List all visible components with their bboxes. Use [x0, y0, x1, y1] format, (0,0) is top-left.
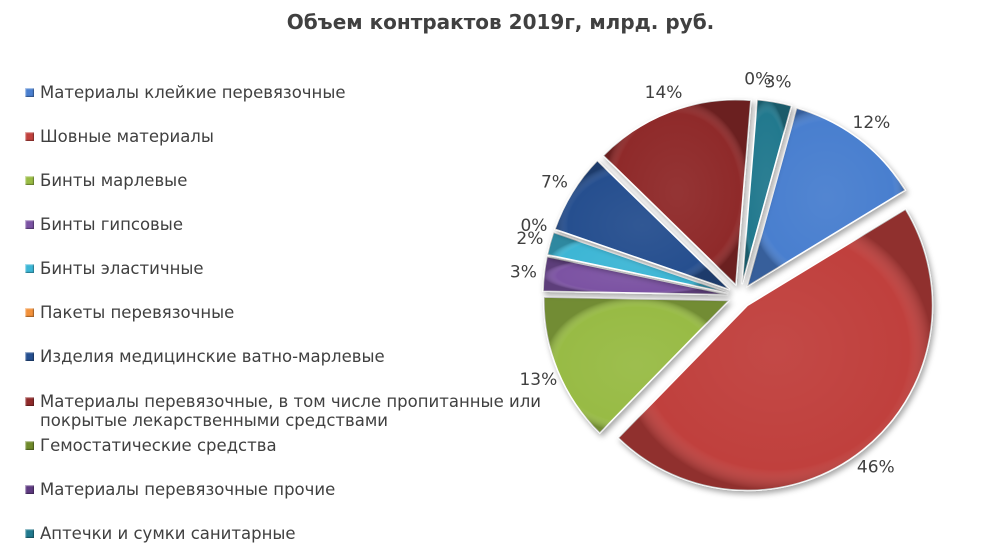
legend-item: Аптечки и сумки санитарные: [25, 524, 296, 543]
pie-slice: [546, 231, 729, 294]
legend-item: Бинты марлевые: [25, 171, 187, 190]
data-label: 13%: [519, 370, 557, 390]
legend-label: Бинты марлевые: [40, 171, 188, 190]
legend-label: Материалы клейкие перевязочные: [40, 83, 346, 102]
legend-label: Гемостатические средства: [40, 436, 277, 455]
data-label: 12%: [853, 113, 891, 133]
pie-slice-gloss: [543, 297, 729, 434]
legend-swatch: [25, 264, 34, 273]
legend-item: Гемостатические средства: [25, 436, 277, 455]
pie-slice: [741, 98, 793, 285]
legend-swatch: [25, 308, 34, 317]
legend-swatch: [25, 352, 34, 361]
pie-slice: [602, 99, 752, 287]
legend-item: Бинты эластичные: [25, 259, 204, 278]
legend-item: Материалы клейкие перевязочные: [25, 83, 346, 102]
legend-label: Материалы перевязочные, в том числе проп…: [40, 392, 541, 430]
legend-swatch: [25, 441, 34, 450]
legend-swatch: [25, 176, 34, 185]
legend-item: Изделия медицинские ватно-марлевые: [25, 347, 385, 366]
legend-label: Пакеты перевязочные: [40, 303, 235, 322]
data-label: 2%: [516, 229, 543, 249]
data-label: 0%: [520, 216, 547, 236]
data-label: 14%: [645, 83, 683, 103]
legend-swatch: [25, 529, 34, 538]
pie-slice-gloss: [543, 256, 729, 295]
pie-slice-gloss: [547, 232, 729, 293]
legend-swatch: [25, 220, 34, 229]
pie-slice: [542, 255, 729, 296]
data-label: 0%: [744, 70, 771, 90]
legend-label: Изделия медицинские ватно-марлевые: [40, 347, 385, 366]
pie-slice-gloss: [742, 99, 792, 285]
legend-item: Бинты гипсовые: [25, 215, 183, 234]
pie-slice-gloss: [603, 99, 751, 285]
data-label: 7%: [541, 173, 568, 193]
legend-swatch: [25, 88, 34, 97]
legend-item: Шовные материалы: [25, 127, 214, 146]
pie-slice: [617, 208, 934, 492]
legend-swatch: [25, 132, 34, 141]
pie-slice-gloss: [747, 108, 906, 287]
pie-slice: [746, 107, 907, 289]
chart-title: Объем контрактов 2019г, млрд. руб.: [286, 10, 715, 34]
data-label: 3%: [510, 262, 537, 282]
legend-label: Бинты гипсовые: [40, 215, 183, 234]
legend-label: Шовные материалы: [40, 127, 214, 146]
pie-slice: [553, 159, 731, 291]
legend-swatch: [25, 397, 34, 406]
data-label: 46%: [857, 458, 895, 478]
legend-item: Материалы перевязочные, в том числе проп…: [25, 392, 565, 430]
legend-label: Аптечки и сумки санитарные: [40, 524, 296, 543]
legend-item: Материалы перевязочные прочие: [25, 480, 335, 499]
legend-swatch: [25, 485, 34, 494]
pie-slice-gloss: [618, 209, 933, 491]
pie-slice-gloss: [554, 160, 730, 290]
pie-slice: [543, 296, 731, 435]
legend-item: Пакеты перевязочные: [25, 303, 234, 322]
legend-label: Бинты эластичные: [40, 259, 204, 278]
data-label: 3%: [765, 72, 792, 92]
legend-label: Материалы перевязочные прочие: [40, 480, 336, 499]
